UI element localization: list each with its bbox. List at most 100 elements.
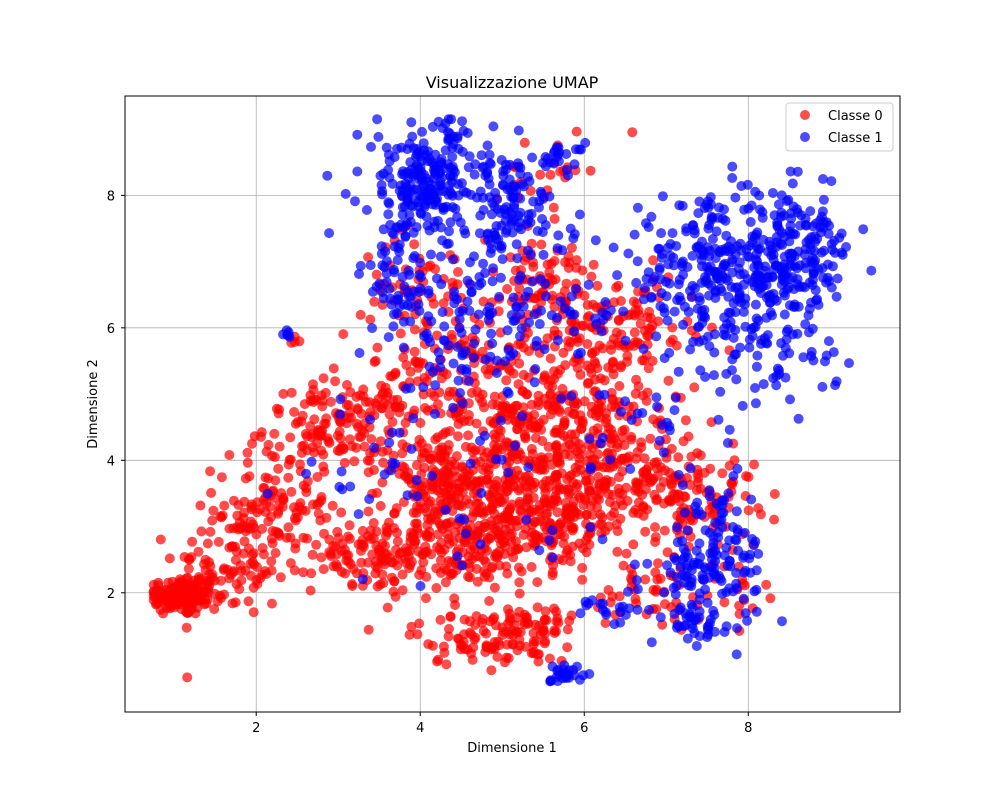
scatter-point	[677, 256, 688, 267]
scatter-point	[226, 569, 236, 580]
y-tick-label: 4	[107, 454, 115, 469]
scatter-point	[181, 622, 192, 633]
scatter-point	[785, 220, 796, 231]
scatter-point	[685, 463, 696, 474]
scatter-point	[551, 470, 562, 481]
scatter-point	[563, 263, 574, 273]
scatter-point	[620, 396, 631, 407]
scatter-point	[467, 446, 478, 457]
scatter-point	[473, 498, 484, 509]
scatter-point	[866, 265, 877, 276]
scatter-point	[406, 168, 417, 179]
scatter-point	[379, 262, 390, 273]
scatter-point	[355, 390, 366, 401]
scatter-point	[707, 234, 718, 244]
x-tick-label: 6	[580, 721, 588, 736]
scatter-point	[612, 442, 622, 453]
scatter-point	[581, 600, 592, 611]
scatter-point	[680, 415, 691, 426]
scatter-point	[514, 588, 525, 599]
scatter-point	[433, 347, 444, 358]
scatter-point	[721, 368, 732, 379]
scatter-point	[482, 306, 493, 317]
scatter-point	[182, 672, 193, 683]
scatter-point	[447, 142, 458, 153]
scatter-point	[540, 278, 550, 289]
scatter-point	[531, 336, 542, 346]
scatter-point	[443, 114, 454, 125]
scatter-point	[640, 526, 651, 537]
scatter-point	[370, 355, 381, 366]
scatter-point	[274, 441, 285, 452]
scatter-point	[561, 548, 572, 558]
scatter-point	[240, 473, 251, 484]
scatter-point	[612, 526, 623, 537]
scatter-point	[324, 534, 335, 545]
scatter-point	[552, 496, 563, 507]
scatter-point	[378, 457, 389, 468]
scatter-point	[629, 559, 640, 570]
scatter-point	[678, 319, 689, 330]
scatter-point	[402, 193, 413, 204]
scatter-point	[569, 229, 580, 240]
scatter-point	[335, 409, 346, 420]
scatter-point	[527, 448, 538, 459]
scatter-point	[467, 554, 478, 565]
scatter-point	[830, 380, 841, 391]
scatter-point	[787, 178, 798, 189]
scatter-point	[728, 522, 738, 532]
scatter-point	[414, 357, 425, 368]
y-tick-label: 8	[107, 189, 115, 204]
scatter-point	[549, 213, 560, 224]
scatter-point	[530, 420, 541, 431]
scatter-point	[807, 323, 818, 334]
scatter-point	[580, 137, 591, 148]
scatter-point	[496, 485, 506, 495]
scatter-point	[751, 361, 762, 372]
scatter-point	[711, 226, 722, 237]
scatter-point	[679, 507, 690, 518]
scatter-point	[584, 539, 595, 550]
scatter-point	[426, 316, 437, 327]
scatter-point	[482, 545, 492, 556]
scatter-point	[375, 501, 386, 511]
scatter-point	[273, 463, 284, 474]
scatter-point	[321, 413, 332, 424]
scatter-point	[219, 500, 230, 511]
scatter-point	[612, 546, 623, 557]
scatter-point	[662, 242, 673, 253]
scatter-point	[528, 261, 539, 272]
scatter-point	[425, 453, 436, 464]
scatter-point	[648, 255, 659, 266]
scatter-point	[715, 283, 726, 294]
scatter-point	[582, 339, 593, 349]
scatter-point	[483, 315, 494, 325]
scatter-point	[285, 432, 296, 443]
scatter-point	[427, 480, 438, 491]
scatter-point	[239, 496, 250, 507]
scatter-point	[577, 574, 588, 585]
x-axis-title: Dimensione 1	[467, 741, 557, 756]
scatter-point	[614, 381, 625, 391]
scatter-point	[215, 511, 226, 522]
scatter-point	[816, 227, 826, 238]
scatter-point	[243, 596, 254, 607]
scatter-point	[631, 575, 642, 586]
scatter-point	[510, 440, 520, 451]
scatter-point	[426, 387, 437, 398]
scatter-point	[512, 253, 523, 264]
scatter-point	[306, 456, 317, 467]
scatter-point	[513, 544, 524, 555]
scatter-point	[158, 608, 169, 619]
scatter-point	[495, 272, 506, 283]
scatter-point	[776, 207, 787, 218]
scatter-point	[596, 326, 607, 337]
scatter-point	[292, 416, 303, 427]
scatter-point	[409, 239, 420, 250]
scatter-point	[422, 443, 433, 454]
scatter-point	[576, 444, 587, 455]
scatter-point	[387, 427, 398, 438]
scatter-point	[465, 458, 476, 469]
scatter-point	[369, 442, 380, 453]
scatter-point	[617, 432, 628, 443]
